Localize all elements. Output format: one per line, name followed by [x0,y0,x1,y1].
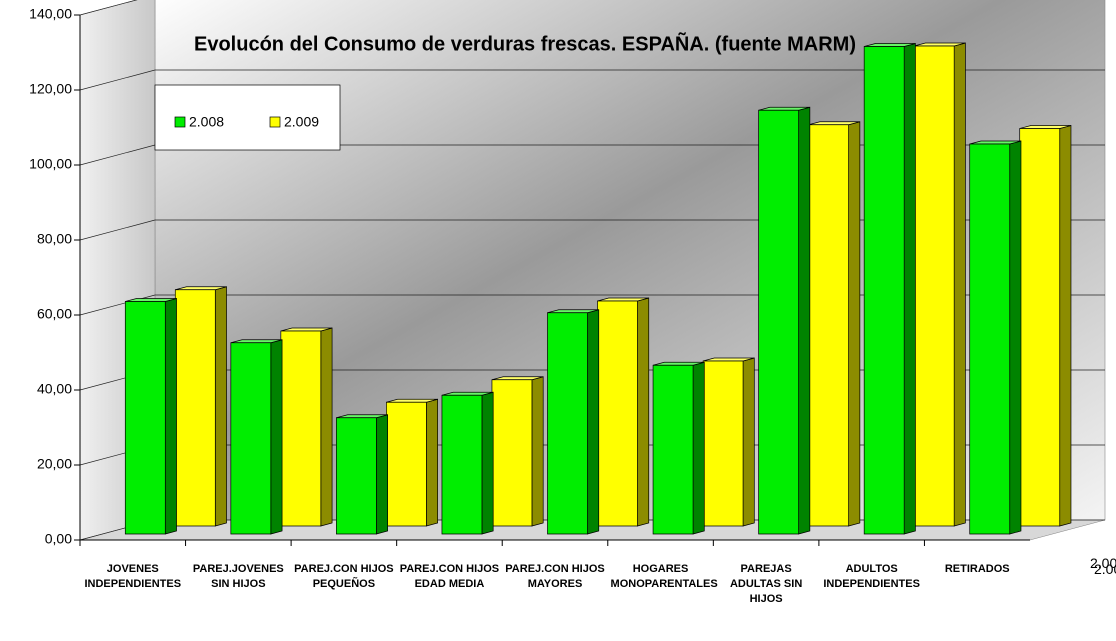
x-tick-label: HOGARES MONOPARENTALES [610,563,718,590]
y-tick-label: 100,00 [29,156,72,172]
y-tick-label: 40,00 [37,381,72,397]
grid-line [79,69,1105,91]
y-tick-label: 80,00 [37,231,72,247]
y-tick-label: 20,00 [37,456,72,472]
legend-swatch [174,116,186,128]
bar-front [913,45,955,527]
legend-label: 2.009 [284,114,319,130]
y-tick-label: 0,00 [45,531,72,547]
bar [1019,125,1072,527]
x-tick-label: PAREJ.JOVENES SIN HIJOS [192,563,284,590]
bar-side [376,414,388,535]
bar [124,298,177,535]
bar-side [426,398,438,527]
bar-side [214,286,227,527]
bar-front [230,342,272,535]
bar [547,309,600,535]
bar [913,42,966,527]
depth-label: 2.008 [1094,561,1116,577]
bar-front [491,379,533,527]
bar-front [808,124,849,527]
bar [441,391,494,535]
bar-side [953,42,966,527]
bar-side [320,327,333,527]
bar-front [386,401,427,527]
chart-title: Evolucón del Consumo de verduras frescas… [194,32,856,55]
bar-front [441,394,483,535]
x-tick-label: PAREJAS ADULTAS SIN HIJOS [729,563,803,605]
bar [652,361,705,535]
bar-side [637,297,650,527]
bar-side [692,361,705,535]
bar [758,106,811,535]
bar [280,327,333,527]
bar [863,43,916,535]
bar [174,286,227,527]
y-tick-label: 140,00 [29,6,72,22]
bar-side [903,43,916,535]
bar [386,398,438,527]
depth-label: 2.009 [1090,555,1116,571]
bar-side [848,121,861,527]
bar-side [270,339,283,535]
legend-box [154,84,341,151]
bar [336,414,388,535]
bar-side [481,391,494,535]
bar-front [597,300,638,527]
bar-front [124,301,166,535]
bar-front [336,417,377,535]
x-tick-label: PAREJ.CON HIJOS MAYORES [505,563,605,590]
bar-side [1009,140,1022,535]
grid-line [79,0,138,16]
bar-front [1019,128,1061,527]
x-tick-label: PAREJ.CON HIJOS EDAD MEDIA [399,563,500,590]
bar-front [174,289,216,527]
bar [491,376,544,527]
bar-front [758,109,799,535]
bar-side [531,376,544,527]
bar [230,339,283,535]
bar-side [798,106,811,535]
bar-front [280,330,322,527]
bar-side [1059,125,1072,527]
x-tick-label: JOVENES INDEPENDIENTES [84,563,182,590]
x-tick-label: RETIRADOS [944,563,1010,575]
bar-front [863,46,905,535]
bar-front [969,143,1011,535]
bar-front [547,312,588,535]
bar-side [587,309,600,535]
x-tick-label: PAREJ.CON HIJOS PEQUEÑOS [294,563,394,590]
y-tick-label: 120,00 [29,81,72,97]
y-tick-label: 60,00 [37,306,72,322]
legend-label: 2.008 [189,114,224,130]
x-tick-label: ADULTOS INDEPENDIENTES [823,563,920,590]
marks [124,42,1072,535]
bar [597,297,650,527]
bar-front [652,364,694,535]
bar [808,121,861,527]
bar-front [702,360,744,527]
bar-side [742,357,755,527]
bar-side [164,298,177,535]
legend-swatch [269,116,281,128]
bar [702,357,755,527]
bar [969,140,1022,535]
